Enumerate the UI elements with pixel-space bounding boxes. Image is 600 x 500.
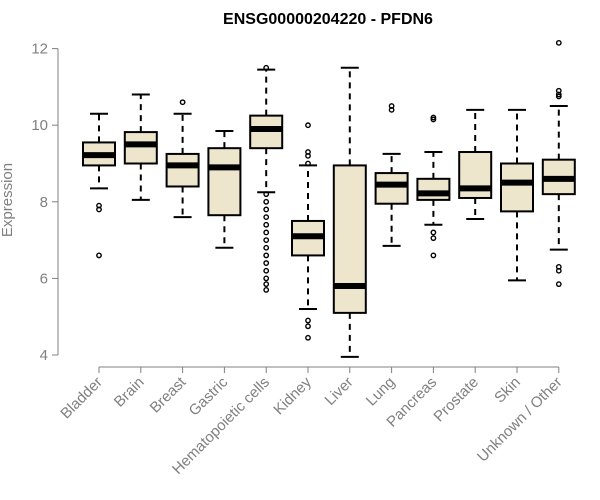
x-tick-label: Skin (491, 374, 524, 407)
box-pancreas (416, 114, 451, 259)
outlier-point (305, 317, 311, 324)
outlier-point (555, 281, 562, 288)
box-unknown-other (541, 39, 576, 288)
box-skin (500, 108, 534, 282)
y-tick-label: 8 (40, 194, 48, 211)
box-hematopoietic-cells (249, 64, 284, 293)
outlier-point (305, 334, 311, 341)
x-tick-label: Kidney (270, 373, 315, 418)
outlier-point (263, 206, 270, 213)
outlier-point (263, 237, 270, 244)
x-tick-label: Brain (111, 374, 148, 411)
outlier-point (263, 64, 270, 71)
box-lung (374, 103, 409, 247)
y-tick-label: 6 (40, 270, 48, 287)
box-prostate (458, 108, 493, 221)
box-iqr (165, 152, 200, 188)
outlier-point (263, 229, 270, 236)
y-axis: 4 6 8 10 12 (31, 41, 59, 364)
outlier-point (263, 286, 270, 293)
x-tick-label: Lung (363, 374, 399, 410)
outlier-point (430, 229, 437, 236)
box-brain (123, 93, 158, 201)
outlier-point (430, 252, 437, 259)
outlier-point (263, 281, 270, 288)
outlier-point (263, 221, 270, 228)
outlier-point (555, 267, 562, 274)
box-iqr (416, 177, 451, 201)
y-axis-title: Expression (0, 163, 16, 237)
outlier-point (555, 91, 562, 98)
outlier-point (96, 206, 102, 213)
box-iqr (332, 164, 367, 314)
box-gastric (207, 129, 242, 249)
box-breast (165, 99, 200, 219)
outlier-point (305, 160, 311, 167)
outlier-point (96, 252, 102, 259)
outlier-point (263, 275, 270, 282)
outlier-point (263, 244, 270, 251)
box-bladder (82, 112, 116, 259)
box-iqr (123, 131, 158, 165)
outlier-point (263, 191, 270, 198)
box-iqr (500, 162, 534, 213)
box-kidney (291, 122, 325, 341)
x-tick-label: Liver (322, 374, 357, 409)
outlier-point (263, 260, 270, 266)
chart-title: ENSG00000204220 - PFDN6 (223, 11, 433, 28)
outlier-point (263, 267, 270, 274)
outlier-point (263, 214, 270, 221)
outlier-point (430, 116, 437, 123)
outlier-point (305, 122, 311, 129)
x-tick-label: Prostate (430, 374, 482, 426)
outlier-point (305, 323, 311, 330)
outlier-point (263, 198, 270, 205)
y-tick-label: 10 (31, 117, 48, 134)
x-tick-label: Bladder (57, 374, 106, 423)
box-iqr (207, 147, 242, 217)
outlier-point (555, 39, 562, 46)
box-iqr (374, 172, 409, 205)
outlier-point (430, 114, 437, 121)
outlier-point (555, 93, 562, 100)
outlier-point (388, 106, 395, 113)
x-tick-label: Breast (147, 373, 190, 416)
box-series (82, 39, 576, 358)
outlier-point (179, 99, 186, 106)
outlier-point (305, 152, 311, 159)
outlier-point (263, 252, 270, 259)
y-tick-label: 12 (31, 41, 48, 58)
outlier-point (430, 235, 437, 242)
box-liver (332, 66, 367, 358)
y-tick-label: 4 (40, 347, 48, 364)
